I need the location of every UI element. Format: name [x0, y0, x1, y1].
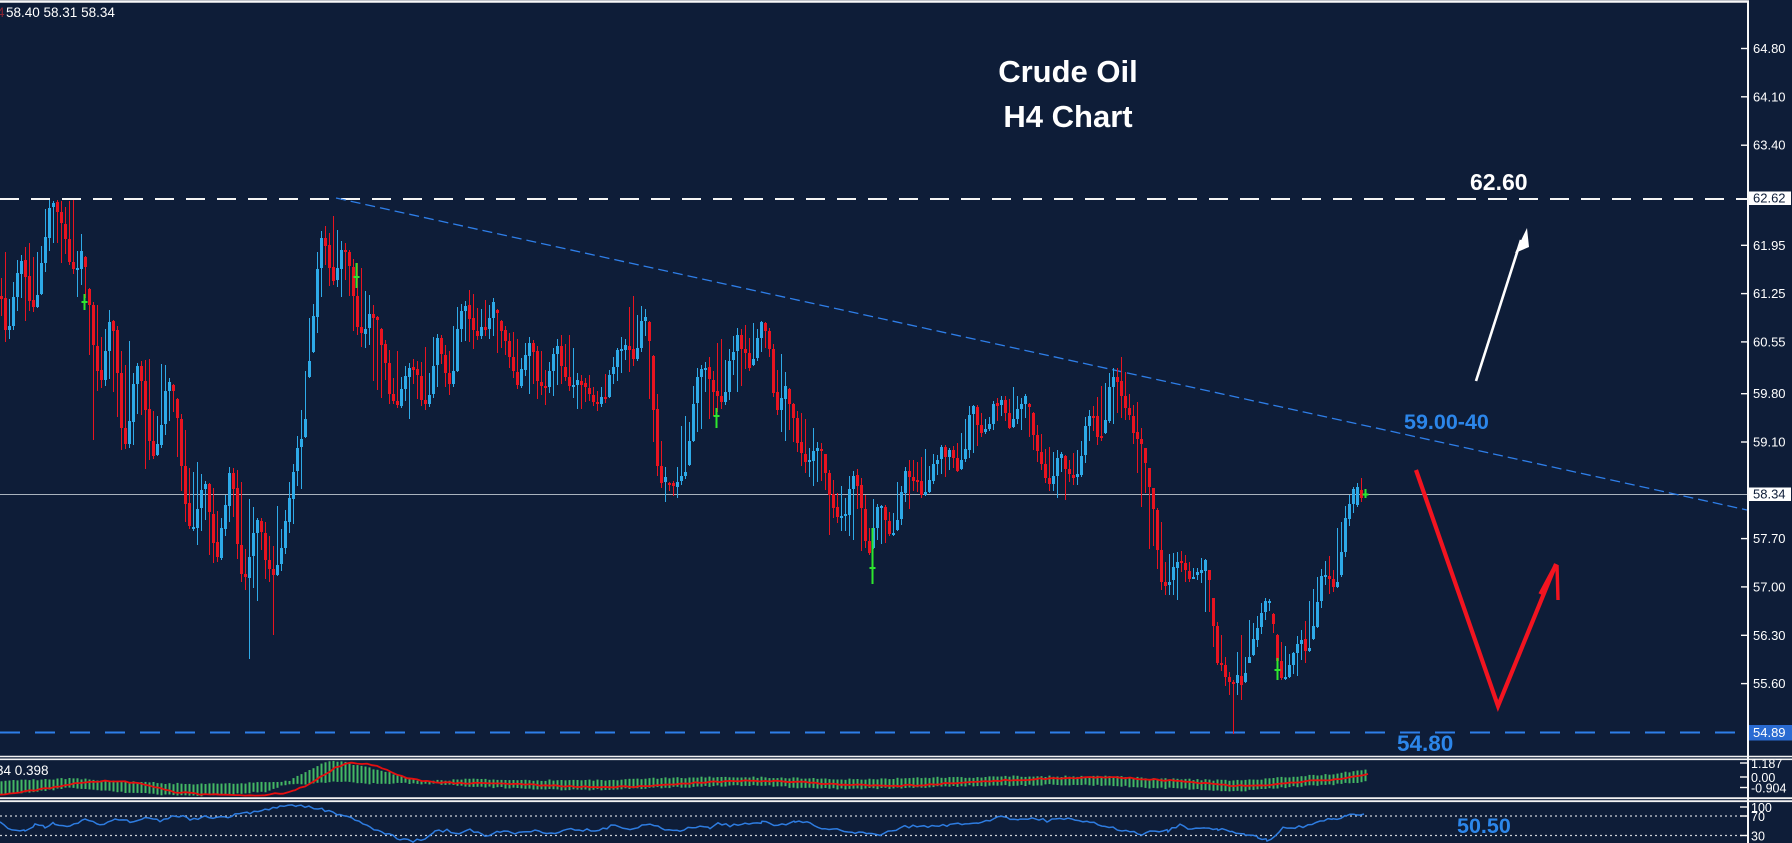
svg-text:59.80: 59.80 [1753, 386, 1786, 401]
svg-text:58.40 58.31 58.34: 58.40 58.31 58.34 [6, 5, 115, 20]
svg-text:0: 0 [1751, 841, 1758, 843]
svg-text:0.00: 0.00 [1751, 771, 1775, 785]
svg-text:59.10: 59.10 [1753, 435, 1786, 450]
svg-text:50.50: 50.50 [1457, 814, 1511, 838]
svg-text:100: 100 [1751, 801, 1772, 815]
svg-text:57.70: 57.70 [1753, 531, 1786, 546]
svg-text:59.00-40: 59.00-40 [1404, 410, 1489, 434]
svg-text:Crude Oil: Crude Oil [998, 54, 1138, 89]
svg-text:61.95: 61.95 [1753, 238, 1786, 253]
svg-text:H4 Chart: H4 Chart [1003, 99, 1132, 134]
svg-text:1.187: 1.187 [1751, 757, 1782, 771]
svg-text:54.80: 54.80 [1397, 731, 1453, 756]
svg-text:64.80: 64.80 [1753, 41, 1786, 56]
svg-text:4: 4 [0, 5, 5, 20]
svg-text:58.34: 58.34 [1753, 487, 1786, 502]
svg-text:56.30: 56.30 [1753, 628, 1786, 643]
svg-text:63.40: 63.40 [1753, 138, 1786, 153]
svg-text:54.89: 54.89 [1753, 725, 1786, 740]
svg-text:62.60: 62.60 [1470, 169, 1528, 195]
svg-text:61.25: 61.25 [1753, 286, 1786, 301]
svg-text:62.62: 62.62 [1753, 191, 1786, 206]
svg-text:64.10: 64.10 [1753, 89, 1786, 104]
svg-text:70: 70 [1751, 810, 1765, 824]
svg-text:55.60: 55.60 [1753, 676, 1786, 691]
svg-text:60.55: 60.55 [1753, 334, 1786, 349]
svg-text:34 0.398: 34 0.398 [0, 763, 49, 778]
svg-text:-0.904: -0.904 [1751, 782, 1786, 796]
svg-text:57.00: 57.00 [1753, 579, 1786, 594]
svg-text:30: 30 [1751, 830, 1765, 843]
